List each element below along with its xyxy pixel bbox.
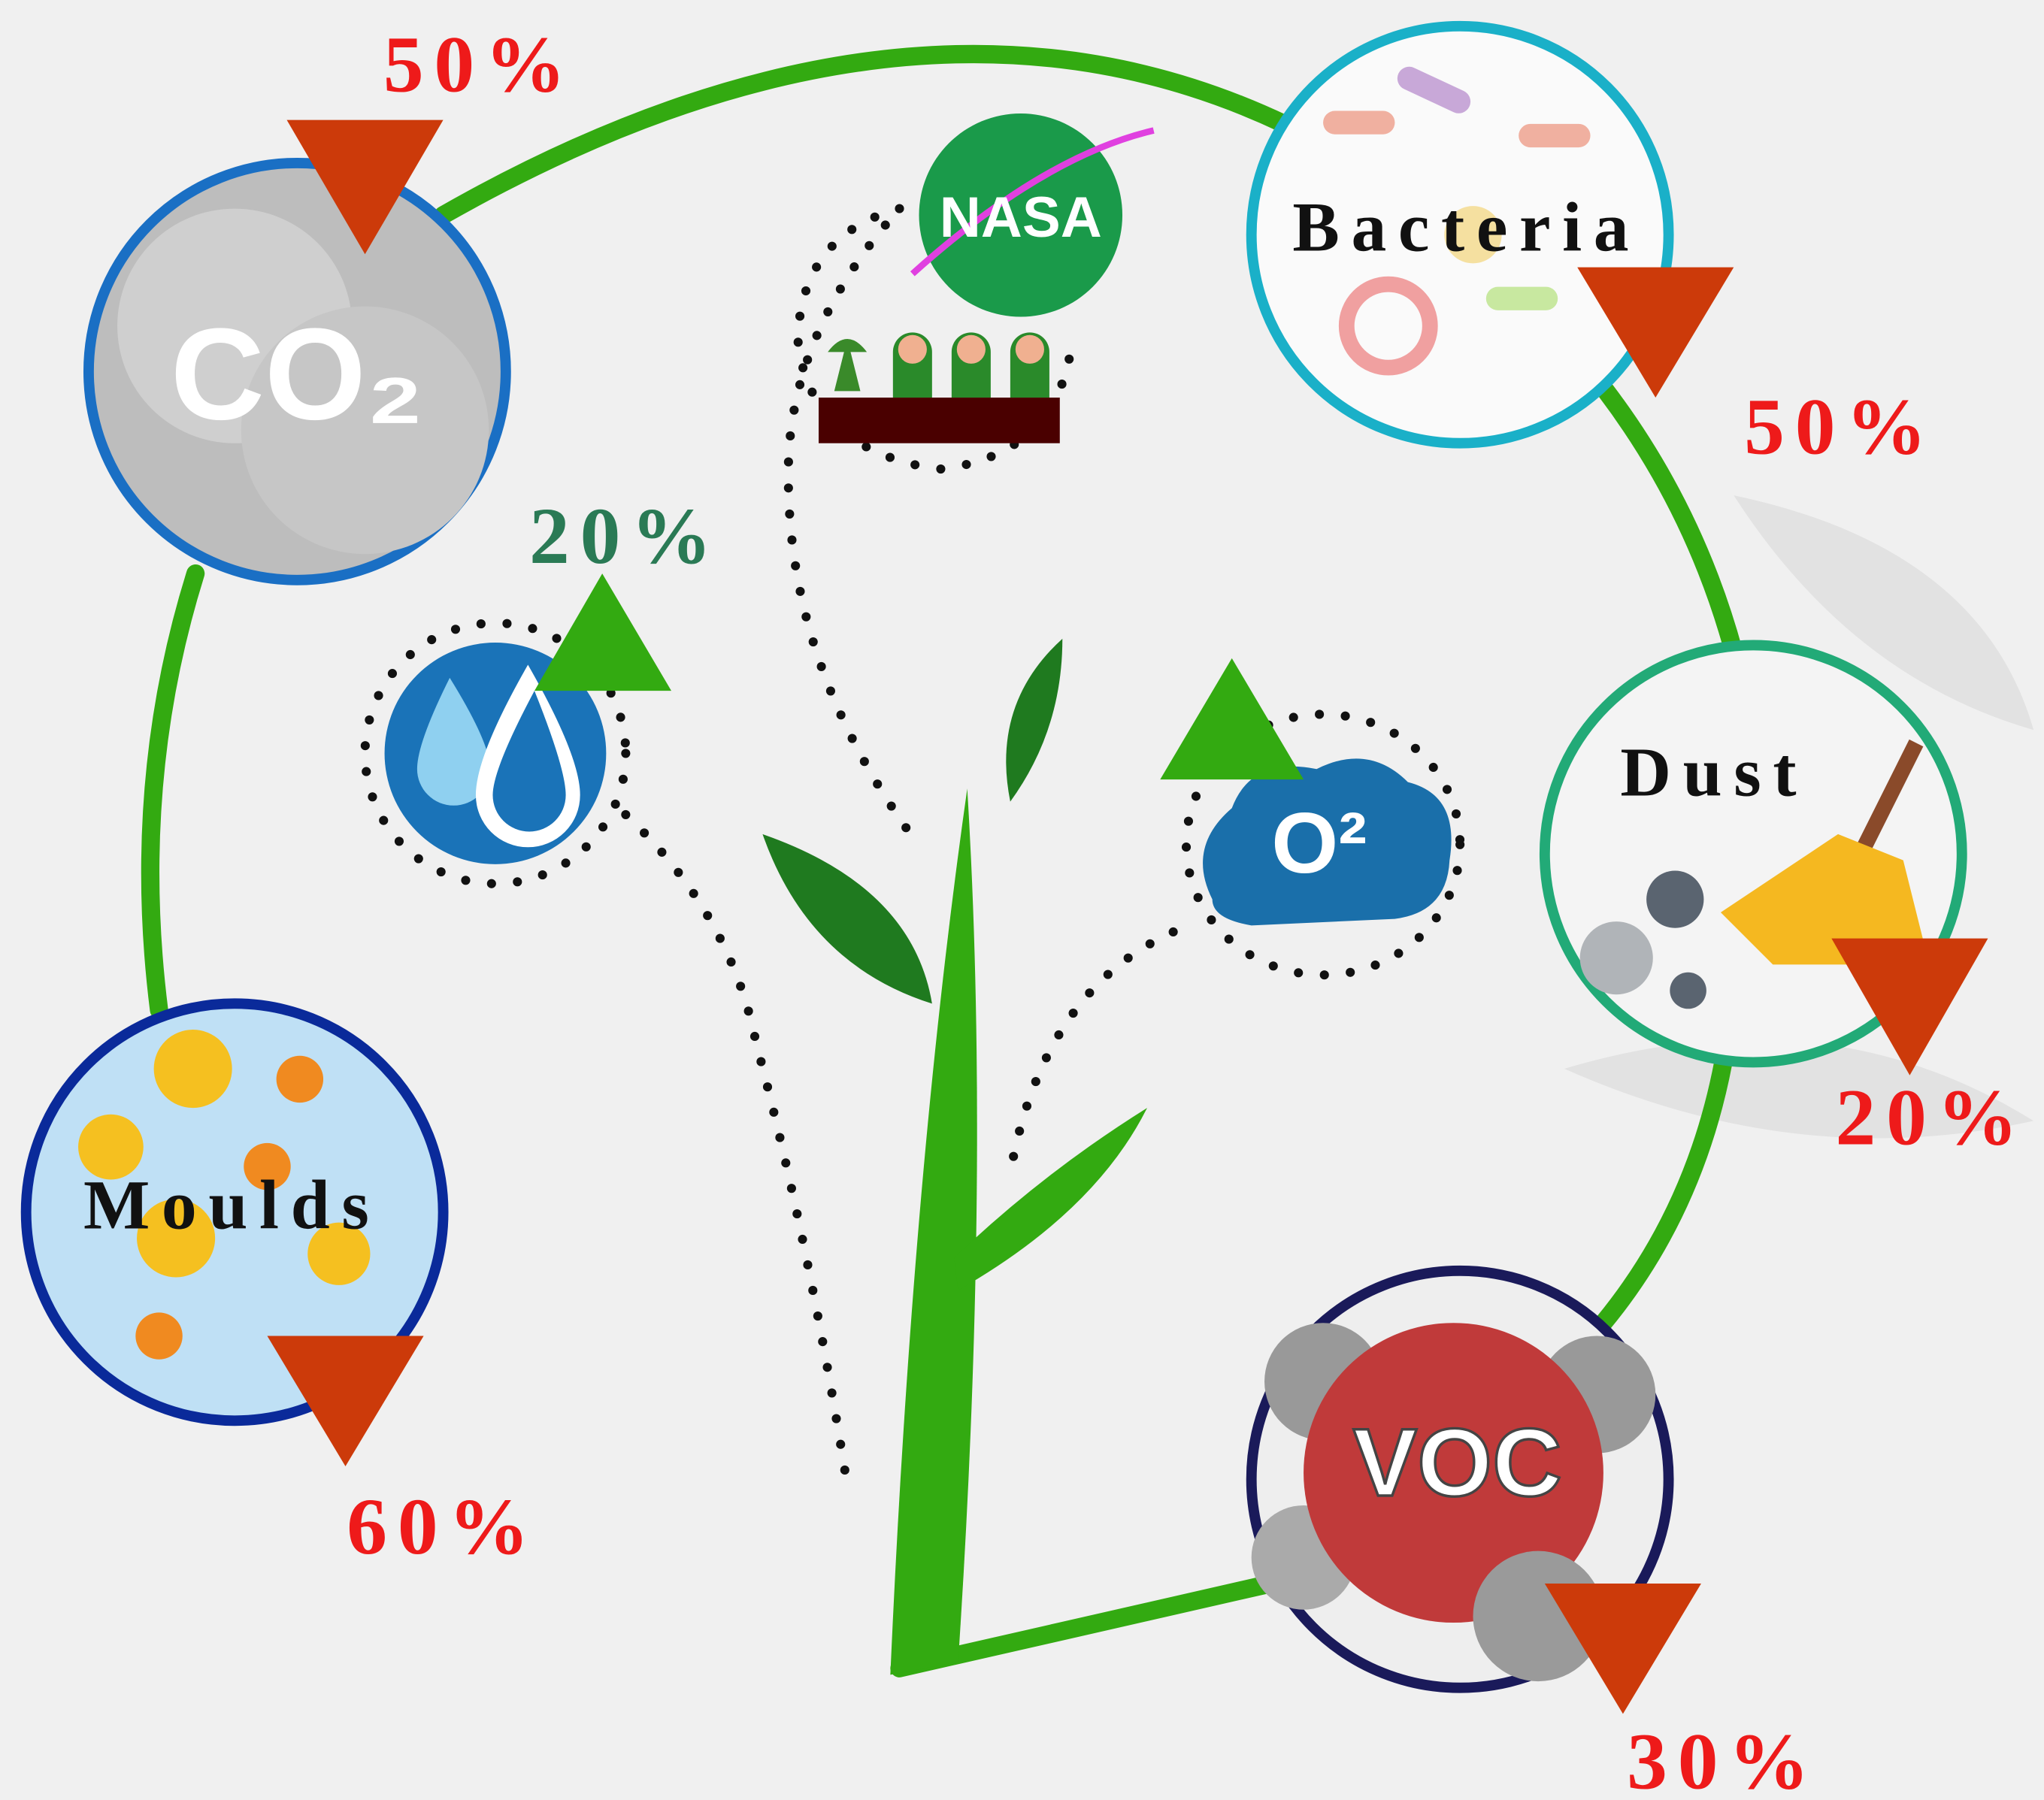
oxygen-label: O²: [1271, 795, 1367, 891]
page: CO₂ 50% Bacteria 50% Dust 20% Moulds 60%: [0, 0, 2044, 1800]
bacteria-label: Bacteria: [1292, 189, 1640, 267]
dust-change: 20%: [1836, 1073, 2029, 1163]
nasa-label: NASA: [940, 186, 1102, 250]
voc-change: 30%: [1627, 1717, 1820, 1800]
moulds-change: 60%: [347, 1482, 540, 1572]
humidity-change: 20%: [529, 492, 722, 581]
dust-label: Dust: [1620, 734, 1808, 812]
infographic: CO₂ 50% Bacteria 50% Dust 20% Moulds 60%: [0, 0, 2044, 1800]
moulds-label: Moulds: [83, 1166, 380, 1244]
co2-change: 50%: [383, 20, 577, 110]
co2-label: CO₂: [171, 301, 424, 446]
voc-label: VOC: [1353, 1409, 1562, 1517]
bacteria-change: 50%: [1744, 383, 1937, 472]
